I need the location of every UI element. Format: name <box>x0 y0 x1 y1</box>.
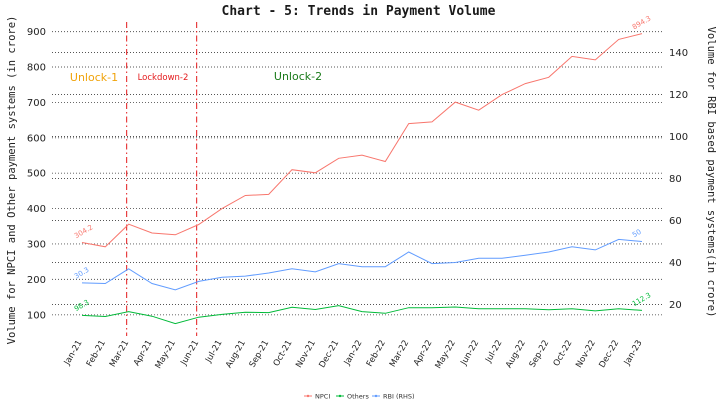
x-tick-Sep-22: Sep-22 <box>528 339 552 370</box>
legend-dot-rbi-rhs- <box>374 394 378 398</box>
data-label-2: 98.3 <box>73 298 91 313</box>
data-labels: 304.2 894.3 98.3 112.3 30.3 50 <box>73 14 652 313</box>
x-tick-Jul-22: Jul-22 <box>483 339 504 366</box>
y-right-tick-4: 100 <box>669 132 688 143</box>
legend-label-npci: NPCI <box>315 393 330 401</box>
y-left-tick-8: 900 <box>27 27 46 38</box>
legend-label-rbi-rhs-: RBI (RHS) <box>383 393 415 401</box>
data-label-5: 50 <box>631 228 643 239</box>
x-tick-Oct-21: Oct-21 <box>272 339 295 369</box>
y-right-tick-5: 120 <box>669 90 688 101</box>
x-tick-Feb-21: Feb-21 <box>85 339 108 369</box>
x-tick-Jun-22: Jun-22 <box>459 339 482 368</box>
x-tick-Apr-21: Apr-21 <box>132 339 155 368</box>
x-tick-Aug-22: Aug-22 <box>504 339 528 370</box>
y-right-tick-0: 20 <box>669 300 682 311</box>
x-tick-Mar-21: Mar-21 <box>108 339 131 369</box>
legend-label-others: Others <box>347 393 369 401</box>
y-axis-right-ticks: 20 40 60 80 100 120 140 <box>669 48 688 311</box>
x-tick-Apr-22: Apr-22 <box>412 339 435 368</box>
x-tick-Oct-22: Oct-22 <box>552 339 575 369</box>
data-label-4: 30.3 <box>73 266 91 281</box>
y-right-tick-2: 60 <box>669 216 682 227</box>
y-left-tick-2: 300 <box>27 239 46 250</box>
y-right-tick-1: 40 <box>669 258 682 269</box>
x-tick-Jan-23: Jan-23 <box>622 339 645 368</box>
data-label-0: 304.2 <box>73 223 94 240</box>
x-tick-Dec-21: Dec-21 <box>317 339 341 370</box>
x-tick-Nov-21: Nov-21 <box>294 339 318 370</box>
chart-title: Chart - 5: Trends in Payment Volume <box>222 4 496 19</box>
y-left-tick-4: 500 <box>27 169 46 180</box>
phase-markers <box>126 22 198 336</box>
series-lines <box>81 33 643 325</box>
y-axis-left-title: Volume for NPCI and Other payment system… <box>6 16 18 345</box>
x-tick-Jun-21: Jun-21 <box>179 339 202 368</box>
y-left-tick-5: 600 <box>27 133 46 144</box>
legend-dot-others <box>338 394 342 398</box>
data-label-3: 112.3 <box>631 291 652 308</box>
series-line-npci <box>81 33 643 248</box>
x-tick-Jan-22: Jan-22 <box>342 339 365 368</box>
series-line-rbi-rhs- <box>81 238 643 291</box>
data-label-1: 894.3 <box>631 14 652 31</box>
y-axis-right-title: Volume for RBI based payment systems(in … <box>705 27 717 318</box>
y-left-tick-7: 800 <box>27 63 46 74</box>
x-tick-Jul-21: Jul-21 <box>203 339 224 366</box>
y-left-tick-3: 400 <box>27 204 46 215</box>
x-tick-Feb-22: Feb-22 <box>365 339 388 369</box>
phase-label-1: Lockdown-2 <box>138 73 189 83</box>
x-tick-Jan-21: Jan-21 <box>62 339 85 368</box>
y-left-tick-0: 100 <box>27 310 46 321</box>
phase-label-0: Unlock-1 <box>70 71 118 84</box>
x-tick-Aug-21: Aug-21 <box>224 339 248 370</box>
x-tick-Nov-22: Nov-22 <box>574 339 598 370</box>
y-right-tick-6: 140 <box>669 48 688 59</box>
x-axis-ticks: Jan-21 Feb-21 Mar-21 Apr-21 May-21 Jun-21 Jul-… <box>62 339 645 371</box>
x-tick-Sep-21: Sep-21 <box>248 339 272 370</box>
x-tick-May-22: May-22 <box>434 339 458 371</box>
phase-label-2: Unlock-2 <box>274 70 322 83</box>
x-tick-Mar-22: Mar-22 <box>388 339 411 369</box>
y-right-tick-3: 80 <box>669 174 682 185</box>
series-line-others <box>81 305 643 325</box>
y-left-tick-1: 200 <box>27 275 46 286</box>
y-left-tick-6: 700 <box>27 98 46 109</box>
x-tick-Dec-22: Dec-22 <box>597 339 621 370</box>
legend-dot-npci <box>306 394 310 398</box>
x-tick-May-21: May-21 <box>154 339 178 371</box>
y-axis-left-ticks: 100 200 300 400 500 600 700 800 900 <box>27 27 46 321</box>
legend: NPCI Others RBI (RHS) <box>304 393 415 401</box>
phase-labels: Unlock-1 Lockdown-2 Unlock-2 <box>70 70 322 84</box>
